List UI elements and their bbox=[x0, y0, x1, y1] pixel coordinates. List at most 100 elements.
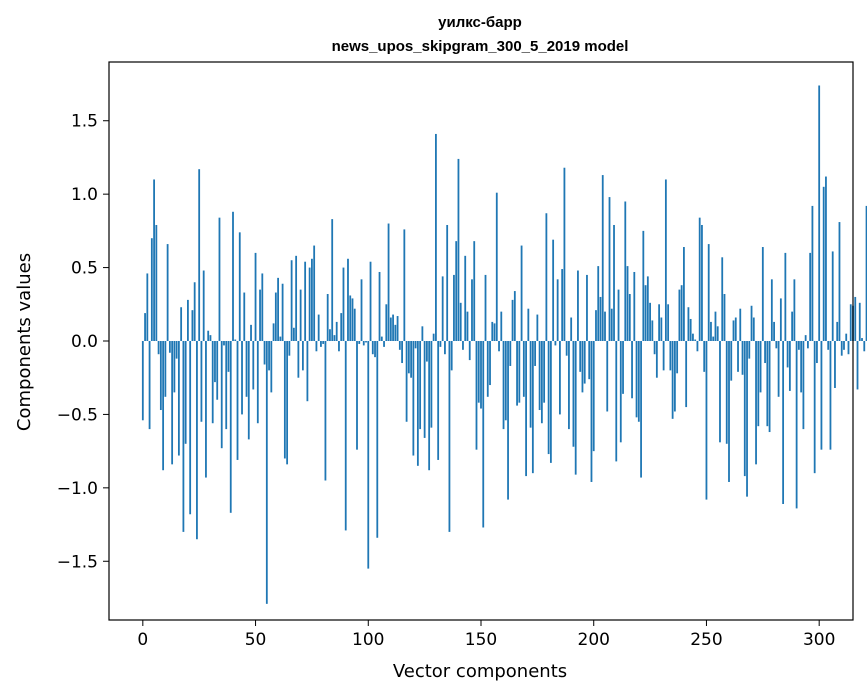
bar bbox=[331, 219, 334, 341]
bar bbox=[193, 282, 196, 341]
bar bbox=[200, 341, 203, 422]
bar bbox=[816, 341, 818, 364]
bar bbox=[865, 205, 867, 341]
chart-subtitle: news_upos_skipgram_300_5_2019 model bbox=[332, 38, 629, 55]
y-tick-label: 0.0 bbox=[71, 332, 98, 352]
bar bbox=[716, 326, 719, 341]
bar bbox=[398, 341, 401, 350]
bar bbox=[177, 341, 180, 456]
bar bbox=[746, 341, 748, 497]
bar bbox=[849, 304, 852, 341]
bar bbox=[441, 276, 444, 341]
bar bbox=[858, 302, 861, 341]
bar bbox=[845, 333, 848, 341]
bar bbox=[644, 285, 647, 341]
bar bbox=[696, 341, 699, 352]
bar bbox=[698, 217, 701, 341]
bar bbox=[182, 341, 185, 532]
bar bbox=[676, 341, 679, 374]
bar bbox=[669, 341, 672, 371]
bar bbox=[453, 274, 455, 341]
bar bbox=[277, 277, 279, 341]
bar bbox=[484, 274, 487, 341]
bar bbox=[683, 247, 685, 341]
bar bbox=[863, 341, 866, 352]
bar bbox=[635, 341, 638, 418]
y-tick-label: 1.0 bbox=[71, 185, 98, 205]
bar bbox=[202, 270, 205, 341]
bar bbox=[563, 167, 566, 341]
bar bbox=[847, 341, 850, 355]
bar bbox=[595, 310, 597, 341]
bars-group bbox=[141, 85, 867, 604]
bar bbox=[649, 302, 651, 341]
bar bbox=[155, 224, 158, 341]
x-tick-label: 250 bbox=[690, 630, 722, 650]
bar bbox=[680, 285, 683, 341]
bar bbox=[324, 341, 327, 481]
bar bbox=[770, 279, 773, 341]
bar bbox=[153, 179, 155, 341]
bar bbox=[389, 317, 392, 341]
y-tick-label: −1.0 bbox=[57, 479, 98, 499]
bar bbox=[317, 314, 320, 341]
bar bbox=[538, 341, 541, 411]
bar bbox=[304, 261, 307, 341]
bar bbox=[205, 341, 207, 478]
bar bbox=[764, 341, 766, 364]
bar bbox=[450, 341, 453, 371]
bar bbox=[362, 341, 365, 346]
bar bbox=[173, 341, 176, 393]
bar bbox=[263, 341, 266, 365]
bar bbox=[394, 324, 397, 341]
bar bbox=[252, 341, 255, 390]
y-axis-label: Components values bbox=[14, 253, 35, 431]
bar bbox=[631, 341, 633, 399]
bar bbox=[473, 241, 476, 341]
bar bbox=[315, 341, 318, 352]
bar bbox=[543, 341, 546, 403]
bar bbox=[827, 341, 830, 350]
bar bbox=[568, 341, 570, 430]
bar bbox=[270, 341, 273, 393]
bar bbox=[540, 341, 543, 424]
bar bbox=[146, 273, 149, 341]
bar bbox=[640, 341, 642, 478]
bar bbox=[462, 341, 464, 350]
bar bbox=[448, 341, 451, 532]
bar bbox=[320, 341, 322, 347]
bar bbox=[522, 341, 525, 397]
bar bbox=[655, 341, 658, 378]
bar bbox=[360, 279, 363, 341]
bar bbox=[279, 336, 282, 341]
bar bbox=[511, 299, 514, 341]
bar bbox=[326, 294, 329, 341]
bar bbox=[590, 341, 593, 482]
x-axis-ticks: 0 50 100 150 200 250 300 bbox=[137, 620, 835, 650]
bar bbox=[547, 341, 550, 455]
bar bbox=[261, 273, 264, 341]
bar bbox=[786, 341, 789, 368]
bar bbox=[486, 341, 489, 397]
bar bbox=[617, 289, 620, 341]
bar bbox=[583, 341, 586, 384]
bar bbox=[396, 316, 399, 341]
bar bbox=[527, 308, 530, 341]
bar bbox=[556, 279, 559, 341]
bar bbox=[572, 341, 575, 447]
bar bbox=[340, 313, 343, 341]
bar bbox=[752, 317, 755, 341]
bar bbox=[854, 296, 857, 341]
bar bbox=[250, 324, 252, 341]
bar bbox=[601, 175, 604, 341]
bar bbox=[658, 304, 661, 341]
bar bbox=[843, 341, 845, 350]
bar bbox=[322, 341, 325, 344]
bar bbox=[861, 338, 863, 341]
bar bbox=[401, 341, 403, 364]
bar bbox=[468, 341, 471, 361]
bar bbox=[311, 258, 313, 341]
bar bbox=[732, 320, 735, 341]
x-axis-label: Vector components bbox=[393, 661, 567, 682]
bar bbox=[838, 222, 841, 341]
